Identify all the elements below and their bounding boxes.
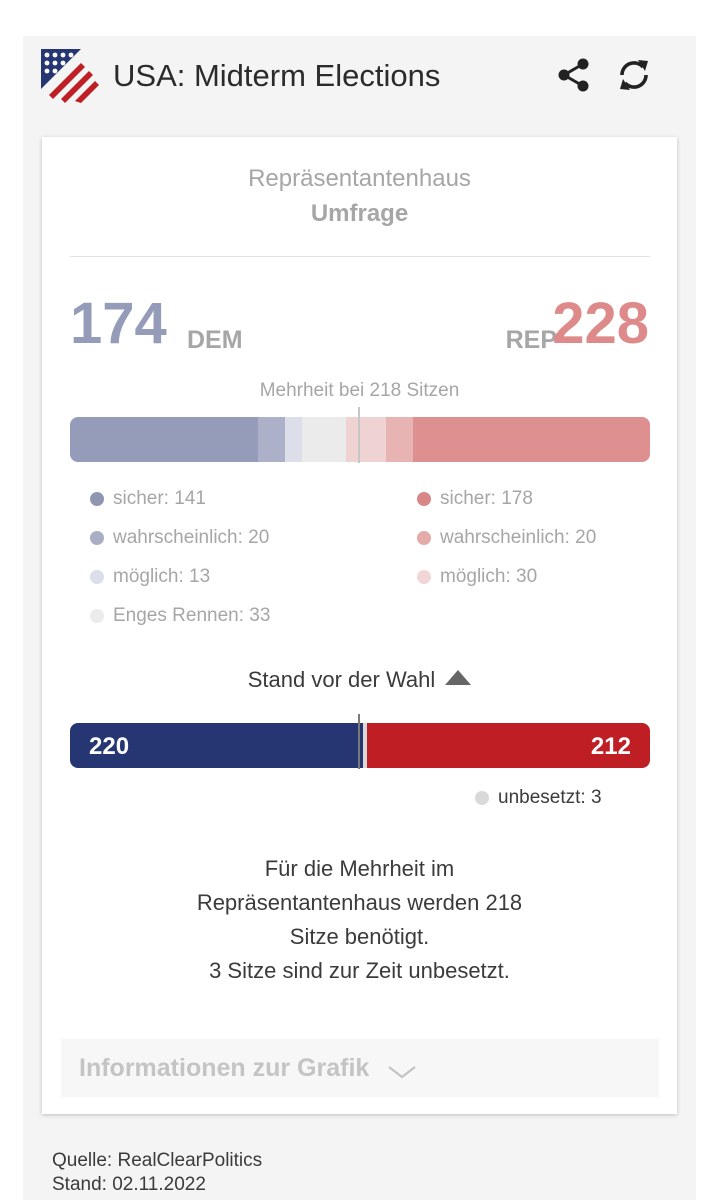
poll-bar-segment-rep-wahrscheinlich: [385, 417, 413, 462]
before-election-label: Stand vor der Wahl: [247, 667, 436, 692]
poll-seat-bar: [70, 417, 650, 462]
majority-note: Für die Mehrheit im Repräsentantenhaus w…: [42, 852, 677, 988]
dem-legend-item: möglich: 13: [90, 557, 270, 596]
vacant-legend: unbesetzt: 3: [475, 787, 602, 809]
legend-dot: [90, 569, 104, 584]
rep-legend-item: sicher: 178: [417, 479, 596, 518]
refresh-icon[interactable]: [615, 56, 653, 94]
us-flag-logo-icon: [41, 49, 99, 103]
dem-legend-item: sicher: 141: [90, 479, 270, 518]
legend-label: Enges Rennen: 33: [113, 604, 271, 626]
note-line: Repräsentantenhaus werden 218: [196, 890, 523, 915]
vacant-dot: [475, 791, 489, 805]
rep-legend: sicher: 178 wahrscheinlich: 20 möglich: 30: [417, 479, 596, 596]
majority-threshold: Mehrheit bei 218 Sitzen: [259, 380, 460, 401]
legend-dot: [90, 608, 104, 623]
rep-label: REP: [505, 326, 557, 354]
seat-bar-segment-dem: 220: [70, 723, 364, 768]
vacant-label: unbesetzt: 3: [498, 787, 602, 808]
dem-legend-item: wahrscheinlich: 20: [90, 518, 270, 557]
legend-dot: [417, 530, 431, 545]
dem-label: DEM: [187, 326, 243, 354]
dem-seat-count: 174: [70, 291, 167, 356]
note-line: Für die Mehrheit im: [264, 856, 455, 881]
legend-label: möglich: 13: [113, 565, 211, 587]
poll-bar-segment-dem-wahrscheinlich: [258, 417, 285, 462]
dem-legend-item: Enges Rennen: 33: [90, 596, 270, 635]
triangle-up-icon: [445, 670, 472, 685]
legend-dot: [417, 569, 431, 584]
poll-bar-segment-dem-sicher: [70, 417, 258, 462]
rep-legend-item: wahrscheinlich: 20: [417, 518, 596, 557]
divider: [70, 256, 650, 257]
legend-dot: [90, 530, 104, 545]
chamber-title: Repräsentantenhaus: [248, 165, 471, 192]
house-forecast-card: Repräsentantenhaus Umfrage 174 DEM REP 2…: [42, 137, 677, 1114]
dem-current-seats: 220: [89, 733, 130, 760]
before-election-toggle[interactable]: Stand vor der Wahl: [42, 667, 677, 693]
chevron-down-icon: [388, 1066, 416, 1079]
as-of-date: Stand: 02.11.2022: [52, 1174, 206, 1195]
legend-label: möglich: 30: [440, 565, 538, 587]
poll-bar-segment-none-enges-rennen: [301, 417, 346, 462]
legend-label: wahrscheinlich: 20: [113, 526, 270, 548]
forecast-mode: Umfrage: [310, 200, 409, 227]
app-title: USA: Midterm Elections: [113, 58, 441, 93]
legend-label: wahrscheinlich: 20: [440, 526, 597, 548]
legend-dot: [417, 491, 431, 506]
dem-legend: sicher: 141 wahrscheinlich: 20 möglich: 13…: [90, 479, 270, 635]
seat-bar-segment-vacant: [363, 723, 368, 768]
note-line: Sitze benötigt.: [289, 924, 430, 949]
source-label: Quelle: RealClearPolitics: [52, 1150, 263, 1171]
app-header: USA: Midterm Elections: [23, 36, 696, 116]
seat-majority-marker: [358, 714, 360, 769]
share-icon[interactable]: [555, 56, 593, 94]
graphic-info-label: Informationen zur Grafik: [79, 1054, 370, 1082]
current-seat-bar: 220 212: [70, 723, 650, 768]
poll-bar-segment-rep-möglich: [345, 417, 386, 462]
graphic-info-expander[interactable]: Informationen zur Grafik: [61, 1039, 659, 1097]
legend-label: sicher: 178: [440, 487, 533, 509]
majority-marker: [358, 407, 360, 463]
rep-current-seats: 212: [590, 733, 631, 760]
note-line: 3 Sitze sind zur Zeit unbesetzt.: [209, 958, 510, 983]
rep-seat-count: 228: [552, 291, 649, 356]
app-panel: USA: Midterm Elections Repräsentantenhau…: [23, 36, 696, 1200]
rep-legend-item: möglich: 30: [417, 557, 596, 596]
legend-dot: [90, 491, 104, 506]
source-info: Quelle: RealClearPolitics Stand: 02.11.2…: [52, 1149, 262, 1197]
legend-label: sicher: 141: [113, 487, 206, 509]
poll-bar-segment-rep-sicher: [412, 417, 650, 462]
poll-bar-segment-dem-möglich: [284, 417, 302, 462]
seat-bar-segment-rep: 212: [367, 723, 650, 768]
